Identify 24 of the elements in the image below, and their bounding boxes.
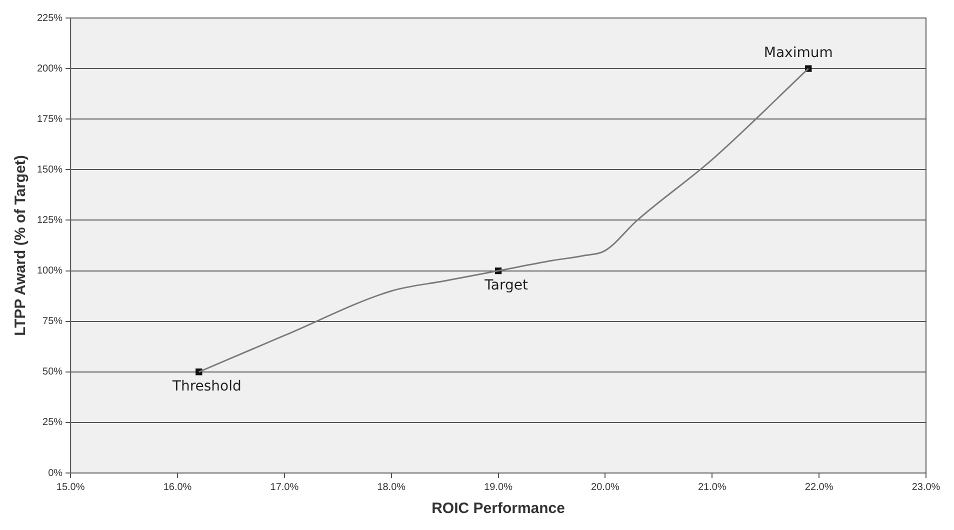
y-axis-title: LTPP Award (% of Target) xyxy=(12,155,30,336)
x-tick-label: 21.0% xyxy=(698,482,726,493)
y-tick-label: 125% xyxy=(37,214,63,226)
x-axis-title: ROIC Performance xyxy=(432,500,565,518)
y-tick-label: 25% xyxy=(42,417,63,428)
y-tick-label: 75% xyxy=(42,316,63,328)
x-tick-label: 18.0% xyxy=(377,482,406,493)
x-tick-label: 19.0% xyxy=(484,482,513,493)
annotation: Maximum xyxy=(764,45,833,62)
y-tick-label: 225% xyxy=(37,12,63,24)
y-tick-label: 100% xyxy=(37,266,63,277)
x-tick-label: 20.0% xyxy=(591,482,620,493)
y-tick-label: 150% xyxy=(37,164,63,176)
y-tick-label: 50% xyxy=(42,366,63,378)
x-tick-label: 16.0% xyxy=(163,482,192,493)
annotation: Target xyxy=(484,277,528,294)
y-tick-label: 175% xyxy=(37,114,63,125)
y-tick-label: 0% xyxy=(48,468,63,479)
annotation: Threshold xyxy=(171,378,242,395)
x-tick-label: 22.0% xyxy=(804,482,834,493)
x-tick-label: 23.0% xyxy=(912,482,940,493)
x-tick-label: 15.0% xyxy=(56,482,85,493)
y-tick-label: 200% xyxy=(37,63,63,74)
x-tick-label: 17.0% xyxy=(270,482,299,493)
